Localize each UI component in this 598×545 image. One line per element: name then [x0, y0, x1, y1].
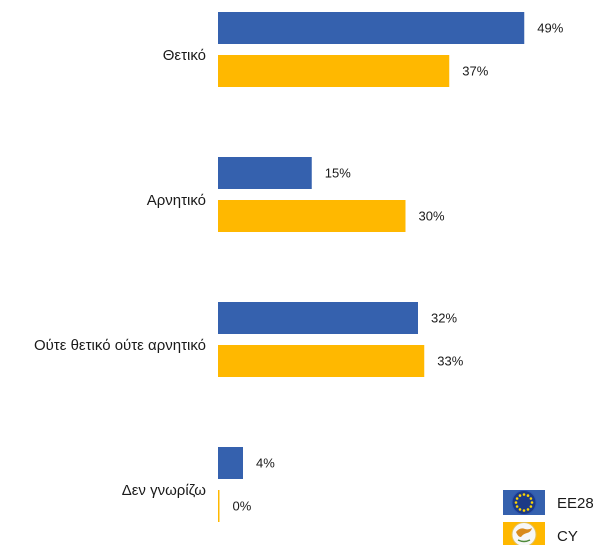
value-label-ee28-1: 15%	[325, 166, 351, 181]
value-label-cy-2: 33%	[437, 354, 463, 369]
value-label-ee28-3: 4%	[256, 456, 275, 471]
value-label-cy-0: 37%	[462, 64, 488, 79]
legend-label-cy: CY	[557, 528, 578, 545]
value-label-ee28-2: 32%	[431, 311, 457, 326]
bar-ee28-0	[218, 12, 524, 44]
legend-label-ee28: EE28	[557, 495, 594, 512]
category-label-2: Ούτε θετικό ούτε αρνητικό	[34, 337, 206, 354]
legend: EE28 CY	[503, 490, 594, 545]
legend-item-ee28: EE28	[503, 490, 594, 515]
legend-item-cy: CY	[503, 522, 578, 545]
value-label-cy-1: 30%	[419, 209, 445, 224]
bars-group: 49% 37% 15% 30% 32% 33% 4% 0%	[218, 12, 564, 522]
category-label-3: Δεν γνωρίζω	[122, 482, 207, 499]
category-label-1: Αρνητικό	[147, 192, 206, 209]
bar-ee28-3	[218, 447, 243, 479]
bar-cy-3	[218, 490, 220, 522]
cyprus-flag-icon	[503, 522, 545, 545]
bar-ee28-2	[218, 302, 418, 334]
bar-cy-1	[218, 200, 406, 232]
category-labels: Θετικό Αρνητικό Ούτε θετικό ούτε αρνητικό Δ…	[34, 47, 206, 499]
eu-flag-icon	[503, 490, 545, 515]
value-label-ee28-0: 49%	[537, 21, 563, 36]
category-label-0: Θετικό	[163, 47, 206, 64]
value-label-cy-3: 0%	[233, 499, 252, 514]
bar-cy-0	[218, 55, 449, 87]
bar-ee28-1	[218, 157, 312, 189]
bar-cy-2	[218, 345, 424, 377]
